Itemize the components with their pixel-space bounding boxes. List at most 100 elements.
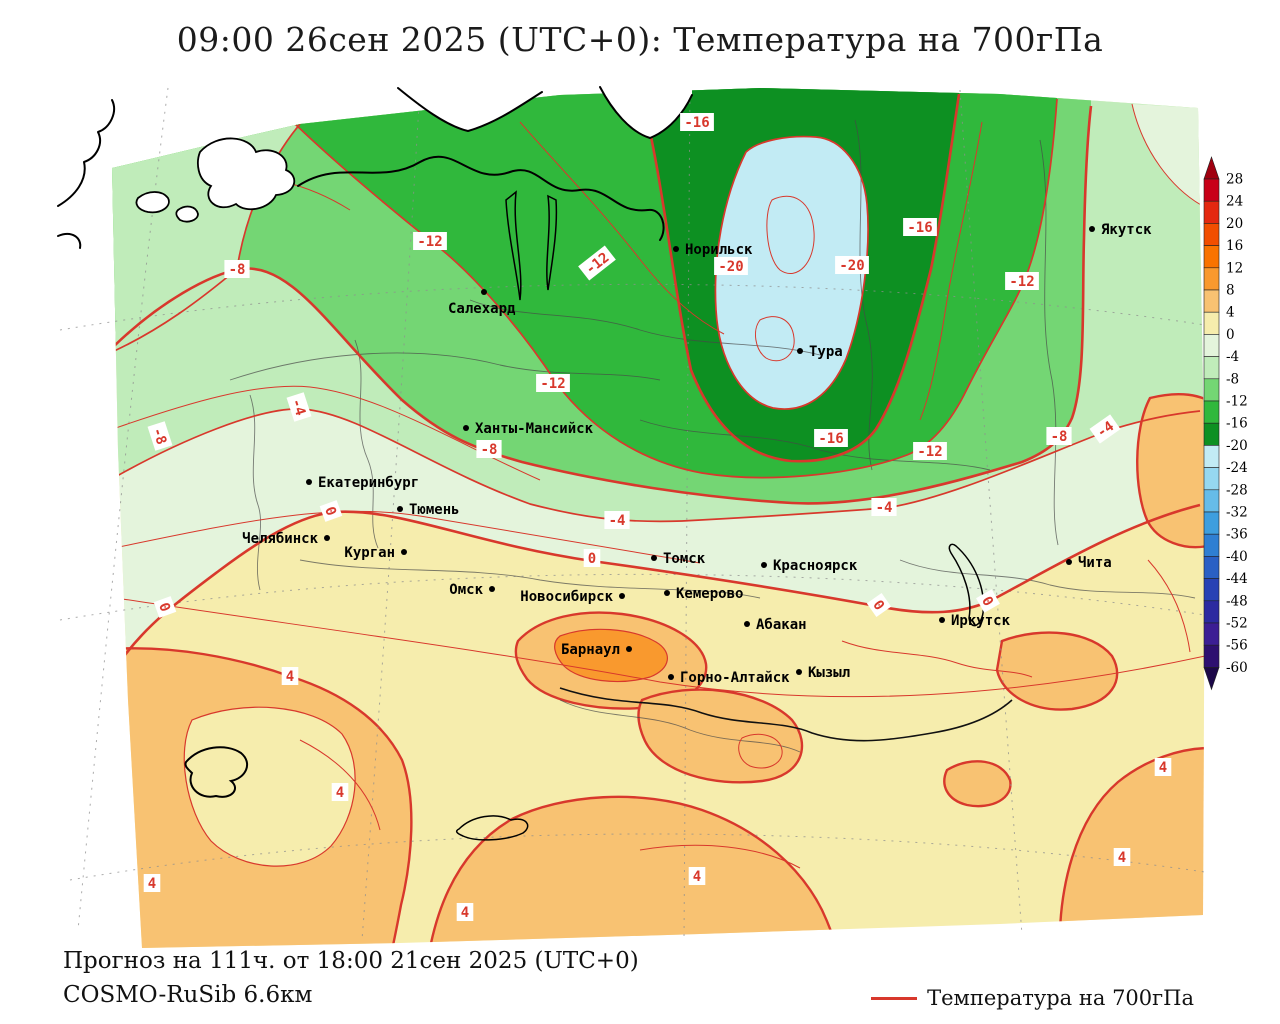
colorbar-tick-label: 28 <box>1226 172 1243 188</box>
contour-label: -8 <box>476 440 502 458</box>
contour-label: 4 <box>1113 848 1131 866</box>
city-dot <box>397 506 403 512</box>
city-label: Кемерово <box>676 586 743 602</box>
colorbar-segment <box>1203 445 1220 468</box>
ob-gulf <box>505 190 522 301</box>
city-label: Абакан <box>756 617 807 633</box>
colorbar-tick-label: -56 <box>1226 638 1248 654</box>
contour-label: -12 <box>536 374 570 392</box>
colorbar-segment <box>1203 578 1220 602</box>
svg-text:-20: -20 <box>839 258 864 274</box>
colorbar-tick-label: -24 <box>1226 460 1248 476</box>
svg-text:-20: -20 <box>718 259 743 275</box>
svg-text:-12: -12 <box>540 376 565 392</box>
forecast-info: Прогноз на 111ч. от 18:00 21сен 2025 (UT… <box>63 948 639 974</box>
contour-label: 4 <box>143 874 161 892</box>
svg-text:4: 4 <box>286 669 294 685</box>
legend-line-sample <box>871 996 918 1000</box>
contour-label: -8 <box>224 260 250 278</box>
colorbar-segment <box>1203 223 1220 246</box>
kara-coast-2 <box>599 86 693 139</box>
svg-text:-16: -16 <box>684 115 709 131</box>
warm-patch-east-edge <box>1136 392 1205 549</box>
scandinavia-coast-2 <box>57 232 82 249</box>
kara-sea-notch-2 <box>600 84 692 138</box>
city-dot <box>489 586 495 592</box>
colorbar-tick-label: -28 <box>1226 482 1248 498</box>
city-label: Челябинск <box>242 531 318 547</box>
island <box>135 191 170 214</box>
colorbar-segment <box>1203 356 1220 380</box>
colorbar-tick-label: 24 <box>1226 194 1243 210</box>
legend: Температура на 700гПа <box>871 986 1194 1010</box>
colorbar-tick-label: -60 <box>1226 660 1248 676</box>
svg-text:4: 4 <box>148 876 156 892</box>
svg-text:4: 4 <box>693 869 701 885</box>
contour--16 <box>638 89 961 463</box>
city-label: Тюмень <box>409 502 460 518</box>
taz-gulf <box>546 194 558 291</box>
contour-label: -4 <box>286 392 312 422</box>
contour-label: -16 <box>903 218 937 236</box>
svg-text:-12: -12 <box>917 444 942 460</box>
colorbar-tick-label: -44 <box>1226 571 1248 587</box>
city-dot <box>651 555 657 561</box>
city-label: Курган <box>344 545 395 561</box>
city-label: Новосибирск <box>520 589 613 605</box>
city-dot <box>463 425 469 431</box>
contour-label: 0 <box>583 549 601 567</box>
contour-label: 4 <box>688 867 706 885</box>
city-dot <box>797 348 803 354</box>
svg-text:4: 4 <box>1118 850 1126 866</box>
colorbar-tick-label: 4 <box>1226 305 1235 321</box>
city-label: Барнаул <box>561 642 620 658</box>
colorbar-segment <box>1203 556 1220 579</box>
city-markers: Норильск Якутск Салехард Тура Ханты-Мансийск… <box>242 222 1152 686</box>
colorbar-segment <box>1203 400 1220 424</box>
contour-label: -8 <box>1046 427 1072 445</box>
city-dot <box>306 479 312 485</box>
kara-coast-1 <box>397 87 543 132</box>
city-label: Красноярск <box>773 558 858 574</box>
city-dot <box>668 674 674 680</box>
colorbar-segment <box>1203 311 1220 335</box>
contour-label: 4 <box>281 667 299 685</box>
city-label: Якутск <box>1101 222 1152 238</box>
colorbar-segment <box>1203 334 1220 357</box>
city-label: Салехард <box>448 301 516 317</box>
city-dot <box>626 646 632 652</box>
city-label: Норильск <box>685 242 753 258</box>
colorbar-tick-label: -40 <box>1226 549 1248 565</box>
kola-peninsula <box>197 137 296 211</box>
island-2 <box>175 205 199 223</box>
city-dot <box>1089 226 1095 232</box>
graticule <box>59 85 1206 941</box>
contour-label: -12 <box>413 232 447 250</box>
colorbar: 28 24 20 16 12 8 4 0 -4 -8 -12 -16 -20 -24 -28 -32 -36 -4… <box>1203 156 1248 691</box>
colorbar-arrow-top <box>1203 156 1220 180</box>
city-label: Тура <box>809 344 843 360</box>
city-label: Чита <box>1078 555 1112 571</box>
warm-patch-altai <box>637 688 804 784</box>
colorbar-tick-label: 12 <box>1226 260 1243 276</box>
colorbar-segment <box>1203 245 1220 269</box>
contour-label: 0 <box>976 589 1000 613</box>
city-label: Кызыл <box>808 665 850 681</box>
city-dot <box>744 621 750 627</box>
city-label: Горно-Алтайск <box>680 670 790 686</box>
svg-text:-12: -12 <box>1009 274 1034 290</box>
temperature-bands <box>112 88 1205 948</box>
city-dot <box>324 535 330 541</box>
city-dot <box>619 593 625 599</box>
colorbar-tick-label: -48 <box>1226 593 1248 609</box>
city-dot <box>401 549 407 555</box>
warm-patch-south <box>428 795 842 948</box>
warm-patch-baikal-east <box>995 631 1119 711</box>
svg-text:4: 4 <box>1159 760 1167 776</box>
lake-south <box>455 815 529 841</box>
band--20--24-core <box>715 136 869 410</box>
colorbar-tick-label: -8 <box>1226 371 1239 387</box>
contour-label: 0 <box>319 500 343 522</box>
city-label: Екатеринбург <box>318 475 419 491</box>
contour-label: 0 <box>866 593 892 617</box>
